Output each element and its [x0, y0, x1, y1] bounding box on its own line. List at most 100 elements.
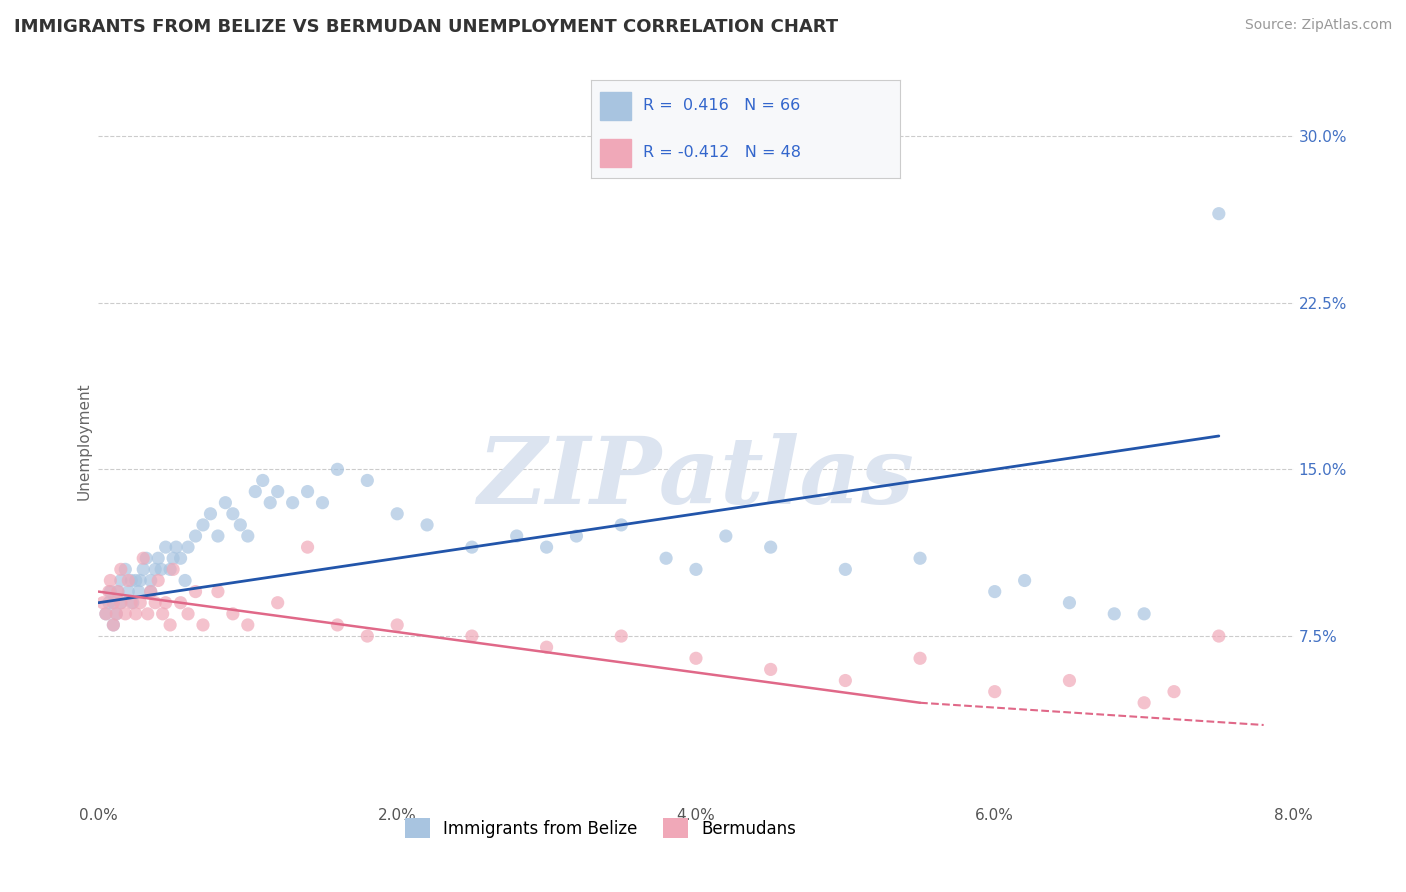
Point	[908, 551, 931, 566]
Point	[207, 529, 229, 543]
Point	[207, 584, 229, 599]
Point	[214, 496, 236, 510]
Point	[155, 540, 177, 554]
Point	[103, 618, 125, 632]
Point	[148, 574, 170, 588]
Point	[222, 607, 245, 621]
Point	[155, 596, 177, 610]
Point	[98, 584, 122, 599]
Point	[91, 596, 114, 610]
Point	[267, 484, 290, 499]
Point	[129, 574, 152, 588]
Point	[610, 629, 633, 643]
Point	[236, 618, 259, 632]
Point	[97, 596, 120, 610]
Point	[222, 507, 245, 521]
Point	[416, 517, 439, 532]
Point	[356, 629, 378, 643]
Point	[685, 562, 707, 576]
Point	[110, 574, 132, 588]
Point	[536, 640, 558, 655]
Point	[139, 584, 162, 599]
Point	[177, 607, 200, 621]
Point	[143, 562, 166, 576]
Point	[132, 562, 155, 576]
Legend: Immigrants from Belize, Bermudans: Immigrants from Belize, Bermudans	[398, 812, 803, 845]
Point	[143, 596, 166, 610]
Point	[148, 551, 170, 566]
Point	[114, 607, 136, 621]
Point	[117, 584, 139, 599]
Point	[184, 584, 207, 599]
Point	[984, 584, 1007, 599]
Point	[326, 618, 349, 632]
Point	[461, 629, 484, 643]
Point	[159, 618, 181, 632]
Point	[110, 596, 132, 610]
Point	[165, 540, 187, 554]
Point	[1133, 607, 1156, 621]
Point	[177, 540, 200, 554]
Point	[759, 540, 782, 554]
Point	[759, 662, 782, 676]
Point	[908, 651, 931, 665]
Point	[129, 596, 152, 610]
Point	[685, 651, 707, 665]
Point	[135, 551, 157, 566]
Point	[169, 551, 191, 566]
Point	[1163, 684, 1185, 698]
Point	[1059, 673, 1081, 688]
Point	[103, 596, 125, 610]
Point	[1133, 696, 1156, 710]
Point	[98, 574, 122, 588]
Bar	[600, 139, 631, 167]
Point	[326, 462, 349, 476]
Point	[105, 607, 128, 621]
Point	[252, 474, 274, 488]
Point	[103, 618, 125, 632]
Point	[229, 517, 252, 532]
Text: ZIPatlas: ZIPatlas	[478, 433, 914, 523]
Point	[125, 574, 148, 588]
Point	[107, 584, 129, 599]
Point	[139, 584, 162, 599]
Point	[191, 618, 214, 632]
Point	[114, 562, 136, 576]
Point	[162, 562, 184, 576]
Point	[184, 529, 207, 543]
Point	[245, 484, 267, 499]
Point	[311, 496, 333, 510]
Point	[536, 540, 558, 554]
Point	[461, 540, 484, 554]
Text: IMMIGRANTS FROM BELIZE VS BERMUDAN UNEMPLOYMENT CORRELATION CHART: IMMIGRANTS FROM BELIZE VS BERMUDAN UNEMP…	[14, 18, 838, 36]
Point	[297, 484, 319, 499]
Point	[984, 684, 1007, 698]
Point	[191, 517, 214, 532]
Point	[714, 529, 737, 543]
Point	[105, 607, 128, 621]
Point	[385, 618, 409, 632]
Point	[169, 596, 191, 610]
Point	[139, 574, 162, 588]
Point	[356, 474, 378, 488]
Point	[103, 596, 125, 610]
Point	[107, 584, 129, 599]
Point	[267, 596, 290, 610]
Point	[565, 529, 588, 543]
Point	[120, 596, 142, 610]
Point	[1208, 629, 1230, 643]
Point	[162, 551, 184, 566]
Point	[385, 507, 409, 521]
Point	[121, 596, 143, 610]
Point	[1014, 574, 1036, 588]
Point	[174, 574, 197, 588]
Point	[150, 562, 173, 576]
Point	[120, 574, 142, 588]
Point	[1104, 607, 1126, 621]
Text: R =  0.416   N = 66: R = 0.416 N = 66	[643, 98, 800, 113]
Point	[94, 607, 117, 621]
Point	[200, 507, 222, 521]
Point	[281, 496, 304, 510]
Point	[94, 607, 117, 621]
Point	[1059, 596, 1081, 610]
